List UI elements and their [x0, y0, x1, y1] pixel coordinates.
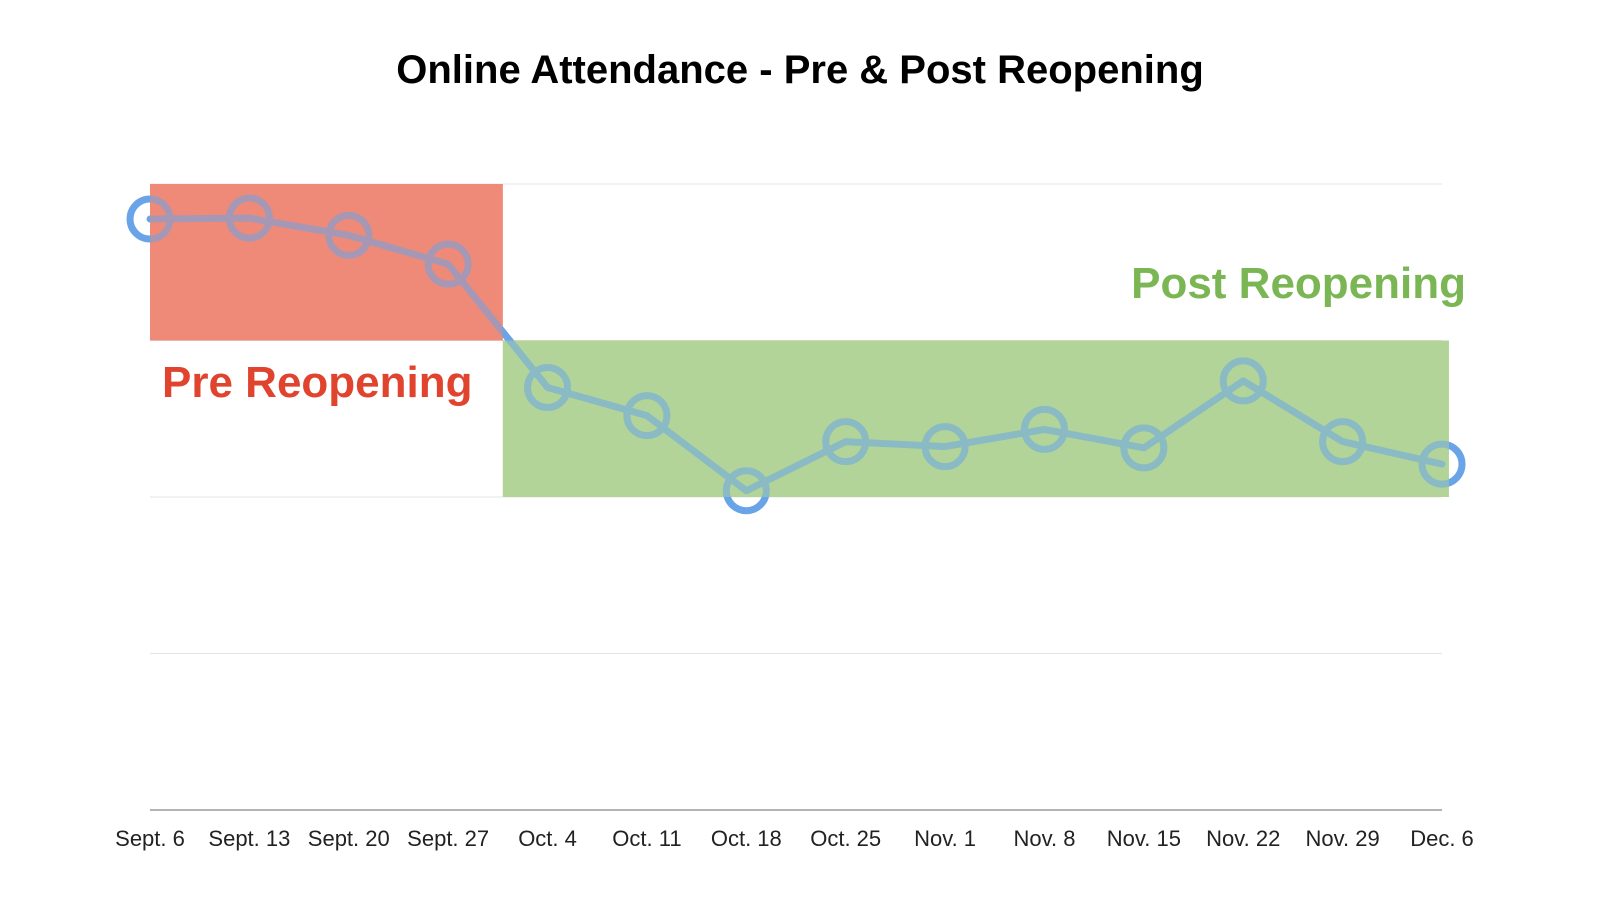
pre-reopening-label: Pre Reopening: [162, 358, 473, 407]
x-tick-label: Sept. 27: [407, 826, 489, 851]
data-point: [822, 418, 870, 466]
post-reopening-region: [502, 340, 1449, 497]
data-point: [225, 194, 273, 242]
x-tick-label: Dec. 6: [1410, 826, 1474, 851]
x-tick-label: Oct. 4: [518, 826, 577, 851]
data-point: [1020, 405, 1068, 453]
data-point: [1219, 357, 1267, 405]
x-tick-label: Oct. 25: [810, 826, 881, 851]
post-reopening-label: Post Reopening: [1131, 259, 1466, 308]
x-tick-label: Nov. 8: [1013, 826, 1075, 851]
region-labels: Pre Reopening Post Reopening: [162, 259, 1466, 407]
x-tick-label: Oct. 18: [711, 826, 782, 851]
x-tick-label: Nov. 29: [1306, 826, 1380, 851]
x-tick-label: Nov. 22: [1206, 826, 1280, 851]
chart-title: Online Attendance - Pre & Post Reopening: [396, 48, 1204, 92]
region-shading: [150, 184, 1449, 497]
x-tick-label: Oct. 11: [612, 826, 681, 851]
data-point: [325, 211, 373, 259]
data-point: [722, 467, 770, 515]
data-point: [623, 392, 671, 440]
data-point: [1120, 424, 1168, 472]
data-point: [126, 195, 174, 243]
data-point: [1319, 418, 1367, 466]
post-reopening-tint: [502, 340, 1449, 497]
data-points: [126, 184, 1466, 515]
x-tick-label: Nov. 1: [914, 826, 976, 851]
pre-reopening-tint: [150, 184, 503, 341]
x-tick-label: Sept. 20: [308, 826, 390, 851]
x-axis-ticks: Sept. 6 Sept. 13 Sept. 20 Sept. 27 Oct. 4 Oct…: [115, 826, 1474, 851]
x-tick-label: Nov. 15: [1107, 826, 1181, 851]
data-point: [1418, 440, 1466, 488]
data-point: [921, 423, 969, 471]
data-point: [424, 240, 472, 288]
x-tick-label: Sept. 6: [115, 826, 185, 851]
x-tick-label: Sept. 13: [208, 826, 290, 851]
data-point: [524, 363, 572, 411]
